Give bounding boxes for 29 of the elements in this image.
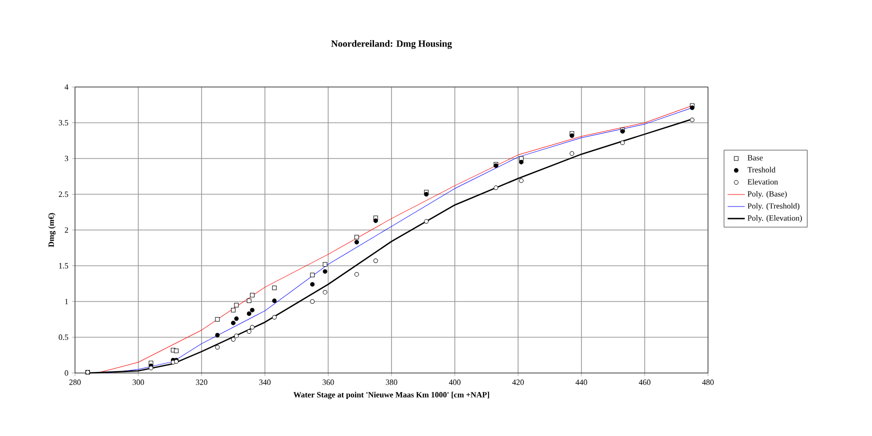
y-tick-label: 3 — [64, 156, 68, 162]
x-tick-label: 440 — [576, 380, 588, 385]
legend-label: Poly. (Treshold) — [748, 203, 800, 210]
x-tick-label: 360 — [322, 380, 334, 385]
chart-title: Noordereiland: Dmg Housing — [331, 40, 452, 49]
x-tick-label: 400 — [448, 380, 461, 385]
y-tick-label: 1.5 — [59, 263, 68, 268]
legend-label: Poly. (Base) — [748, 190, 787, 198]
y-tick-label: 0 — [64, 370, 68, 376]
y-tick-label: 3.5 — [58, 120, 68, 126]
y-tick-label: 1 — [65, 298, 68, 304]
y-tick-label: 0.5 — [58, 334, 68, 340]
legend-label: Treshold — [748, 166, 776, 172]
x-tick-label: 320 — [196, 380, 208, 385]
legend-label: Elevation — [748, 178, 778, 185]
x-tick-label: 300 — [132, 380, 144, 385]
x-tick-label: 480 — [702, 380, 714, 385]
y-tick-label: 2 — [64, 227, 68, 233]
x-tick-label: 340 — [259, 380, 271, 385]
y-tick-label: 4 — [64, 84, 68, 90]
y-tick-label: 2.5 — [58, 192, 68, 197]
legend-label: Base — [748, 155, 763, 160]
x-tick-label: 280 — [69, 380, 81, 385]
x-tick-label: 380 — [386, 380, 398, 385]
y-axis-title: Dmg (m€) — [48, 213, 56, 248]
x-tick-label: 420 — [512, 380, 524, 385]
x-tick-label: 460 — [638, 380, 650, 385]
legend-label: Poly. (Elevation) — [748, 215, 802, 222]
x-axis-title: Water Stage at point 'Nieuwe Maas Km 1000' [cm +NAP] — [293, 392, 490, 400]
